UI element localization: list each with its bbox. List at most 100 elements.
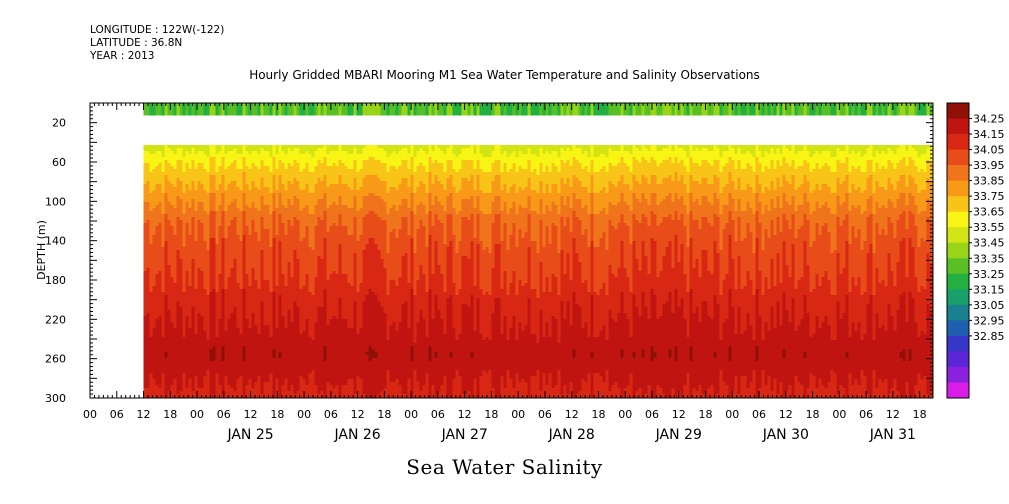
salinity-cell <box>179 247 183 251</box>
salinity-cell <box>299 337 303 341</box>
salinity-cell <box>197 160 201 164</box>
salinity-cell <box>212 298 216 302</box>
salinity-cell <box>194 166 198 170</box>
salinity-cell <box>299 214 303 218</box>
salinity-cell <box>218 250 222 254</box>
salinity-cell <box>296 289 300 293</box>
salinity-cell <box>194 160 198 164</box>
salinity-cell <box>260 199 264 203</box>
salinity-cell <box>176 253 180 257</box>
salinity-cell <box>191 328 195 332</box>
salinity-cell <box>296 262 300 266</box>
salinity-cell <box>161 286 165 290</box>
salinity-cell <box>221 367 225 371</box>
salinity-cell <box>269 277 273 281</box>
salinity-cell <box>197 319 201 323</box>
salinity-cell <box>302 211 306 215</box>
salinity-cell <box>224 193 228 197</box>
salinity-cell <box>281 307 285 311</box>
salinity-cell <box>239 253 243 257</box>
salinity-cell <box>167 355 171 359</box>
salinity-cell <box>206 178 210 182</box>
salinity-cell <box>281 103 285 107</box>
salinity-cell <box>263 154 267 158</box>
salinity-cell <box>221 355 225 359</box>
salinity-cell <box>272 286 276 290</box>
salinity-cell <box>233 376 237 380</box>
salinity-cell <box>164 307 168 311</box>
salinity-cell <box>167 193 171 197</box>
salinity-cell <box>254 274 258 278</box>
salinity-cell <box>233 388 237 392</box>
salinity-cell <box>263 253 267 257</box>
salinity-cell <box>218 289 222 293</box>
salinity-cell <box>227 148 231 152</box>
salinity-cell <box>299 301 303 305</box>
salinity-cell <box>269 394 273 398</box>
salinity-cell <box>221 184 225 188</box>
salinity-cell <box>290 271 294 275</box>
salinity-cell <box>173 322 177 326</box>
salinity-cell <box>206 184 210 188</box>
salinity-cell <box>257 358 261 362</box>
salinity-cell <box>233 313 237 317</box>
salinity-cell <box>278 358 282 362</box>
salinity-cell <box>281 373 285 377</box>
salinity-cell <box>152 391 156 395</box>
salinity-cell <box>248 298 252 302</box>
salinity-cell <box>185 280 189 284</box>
salinity-cell <box>218 244 222 248</box>
salinity-cell <box>251 301 255 305</box>
salinity-cell <box>245 346 249 350</box>
salinity-cell <box>173 202 177 206</box>
salinity-cell <box>194 289 198 293</box>
salinity-cell <box>236 277 240 281</box>
salinity-cell <box>299 286 303 290</box>
salinity-cell <box>278 379 282 383</box>
salinity-cell <box>260 211 264 215</box>
salinity-cell <box>272 235 276 239</box>
salinity-cell <box>290 178 294 182</box>
salinity-cell <box>254 313 258 317</box>
salinity-cell <box>191 220 195 224</box>
salinity-cell <box>185 157 189 161</box>
salinity-cell <box>200 205 204 209</box>
salinity-cell <box>173 223 177 227</box>
salinity-cell <box>182 217 186 221</box>
salinity-cell <box>200 223 204 227</box>
salinity-cell <box>167 220 171 224</box>
salinity-cell <box>212 322 216 326</box>
salinity-cell <box>257 289 261 293</box>
salinity-cell <box>263 103 267 107</box>
salinity-cell <box>248 343 252 347</box>
salinity-cell <box>272 199 276 203</box>
salinity-cell <box>152 199 156 203</box>
salinity-cell <box>239 169 243 173</box>
salinity-cell <box>209 304 213 308</box>
salinity-cell <box>182 229 186 233</box>
salinity-cell <box>179 214 183 218</box>
salinity-cell <box>209 298 213 302</box>
salinity-cell <box>143 337 147 341</box>
salinity-cell <box>191 250 195 254</box>
salinity-cell <box>233 289 237 293</box>
salinity-cell <box>260 373 264 377</box>
salinity-cell <box>242 358 246 362</box>
salinity-cell <box>179 259 183 263</box>
salinity-cell <box>146 256 150 260</box>
salinity-cell <box>215 295 219 299</box>
salinity-cell <box>143 166 147 170</box>
salinity-cell <box>164 265 168 269</box>
salinity-cell <box>302 337 306 341</box>
salinity-cell <box>200 343 204 347</box>
salinity-cell <box>251 208 255 212</box>
salinity-cell <box>158 163 162 167</box>
salinity-cell <box>218 166 222 170</box>
salinity-cell <box>293 193 297 197</box>
salinity-cell <box>215 361 219 365</box>
salinity-cell <box>275 148 279 152</box>
salinity-cell <box>281 382 285 386</box>
salinity-cell <box>239 184 243 188</box>
salinity-cell <box>272 343 276 347</box>
salinity-cell <box>218 355 222 359</box>
